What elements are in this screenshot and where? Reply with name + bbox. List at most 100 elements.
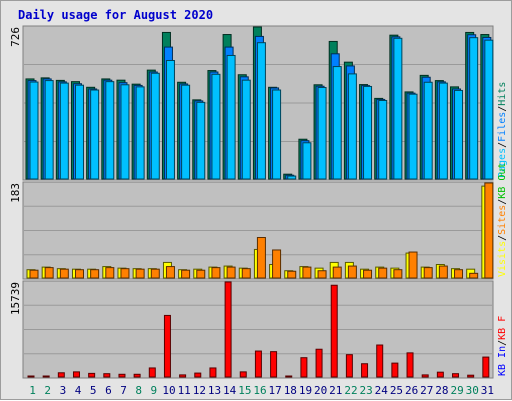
bar-sites-29 — [454, 269, 464, 279]
bar-kb-f-4 — [72, 371, 80, 378]
bar-sites-14 — [226, 266, 236, 279]
bar-kb-f-9 — [148, 367, 156, 378]
panel-max-label: 183 — [9, 183, 22, 203]
bar-sites-3 — [59, 268, 69, 279]
x-tick-label: 14 — [223, 384, 237, 397]
bar-pages-31 — [484, 39, 494, 180]
bar-pages-17 — [272, 89, 282, 180]
bar-kb-f-19 — [300, 357, 308, 378]
bar-kb-f-23 — [361, 363, 369, 378]
bar-sites-5 — [90, 269, 100, 279]
bar-sites-30 — [469, 272, 479, 279]
bar-kb-f-27 — [421, 374, 429, 378]
bar-sites-27 — [423, 267, 433, 279]
bar-sites-20 — [317, 270, 327, 279]
bar-kb-f-28 — [436, 371, 444, 378]
legend-separator: / — [497, 199, 508, 205]
bar-sites-21 — [332, 266, 342, 279]
bar-kb-f-24 — [376, 344, 384, 378]
bar-sites-25 — [393, 269, 403, 279]
x-tick-label: 10 — [162, 384, 175, 397]
bar-kb-f-14 — [224, 281, 232, 378]
bar-pages-18 — [287, 175, 297, 180]
x-tick-label: 24 — [375, 384, 389, 397]
x-tick-label: 25 — [390, 384, 403, 397]
bar-pages-14 — [226, 54, 236, 180]
x-tick-label: 6 — [105, 384, 112, 397]
bar-sites-28 — [438, 265, 448, 279]
x-tick-label: 21 — [329, 384, 342, 397]
bar-pages-30 — [469, 37, 479, 180]
bar-pages-11 — [181, 84, 191, 180]
bar-pages-26 — [408, 93, 418, 180]
legend-files: Files — [497, 112, 508, 142]
bar-kb-f-18 — [285, 375, 293, 378]
x-tick-label: 8 — [135, 384, 142, 397]
x-tick-label: 2 — [44, 384, 51, 397]
bar-pages-13 — [211, 73, 221, 180]
x-tick-label: 7 — [120, 384, 127, 397]
bar-pages-9 — [150, 72, 160, 180]
bar-sites-17 — [272, 249, 282, 279]
bar-kb-f-25 — [391, 362, 399, 378]
x-tick-label: 4 — [75, 384, 82, 397]
legend-kb-out: KB Out — [497, 163, 508, 199]
x-tick-label: 23 — [360, 384, 373, 397]
bar-pages-25 — [393, 37, 403, 180]
panel-legend: KB In/KB F — [497, 316, 508, 376]
panel-max-label: 15739 — [9, 282, 22, 315]
bar-pages-16 — [256, 42, 266, 180]
bar-kb-f-7 — [118, 373, 126, 378]
bar-sites-18 — [287, 270, 297, 279]
legend-visits: Visits — [497, 241, 508, 277]
bar-sites-15 — [241, 268, 251, 279]
x-tick-label: 26 — [405, 384, 418, 397]
bar-pages-21 — [332, 66, 342, 180]
bar-pages-8 — [135, 86, 145, 180]
x-tick-label: 17 — [269, 384, 282, 397]
bar-sites-6 — [105, 267, 115, 279]
bar-pages-23 — [363, 85, 373, 180]
bar-pages-22 — [347, 73, 357, 180]
panel-legend: Visits/Sites/KB Out — [497, 163, 508, 277]
bar-kb-f-29 — [452, 373, 460, 378]
bar-pages-19 — [302, 142, 312, 180]
bar-kb-f-26 — [406, 352, 414, 378]
bar-pages-5 — [90, 89, 100, 180]
bar-pages-3 — [59, 82, 69, 180]
legend-separator: / — [497, 142, 508, 148]
bar-kb-f-20 — [315, 348, 323, 378]
bar-kb-f-10 — [163, 314, 171, 378]
bar-kb-f-15 — [239, 371, 247, 378]
bar-pages-15 — [241, 79, 251, 180]
bar-sites-8 — [135, 268, 145, 279]
x-tick-label: 30 — [466, 384, 479, 397]
bar-pages-12 — [196, 101, 206, 180]
bar-kb-f-2 — [42, 375, 50, 378]
bar-sites-12 — [196, 269, 206, 279]
bar-sites-26 — [408, 251, 418, 279]
legend-pages: Pages — [497, 148, 508, 178]
bar-sites-23 — [363, 269, 373, 279]
bar-pages-29 — [454, 89, 464, 180]
x-tick-label: 31 — [481, 384, 494, 397]
legend-separator: / — [497, 106, 508, 112]
bar-sites-1 — [29, 269, 39, 279]
bar-kb-f-16 — [254, 350, 262, 378]
bar-pages-2 — [44, 80, 54, 180]
bar-sites-11 — [181, 269, 191, 279]
bar-sites-4 — [74, 269, 84, 279]
bar-kb-f-5 — [88, 372, 96, 378]
x-tick-label: 22 — [344, 384, 357, 397]
bar-sites-10 — [165, 266, 175, 279]
legend-sites: Sites — [497, 205, 508, 235]
x-tick-label: 5 — [90, 384, 97, 397]
bar-kb-f-1 — [27, 375, 35, 378]
bar-kb-f-21 — [330, 284, 338, 378]
bar-sites-31 — [484, 182, 494, 279]
x-tick-label: 27 — [420, 384, 433, 397]
x-tick-label: 19 — [299, 384, 312, 397]
x-tick-label: 16 — [253, 384, 266, 397]
bar-kb-f-13 — [209, 367, 217, 378]
